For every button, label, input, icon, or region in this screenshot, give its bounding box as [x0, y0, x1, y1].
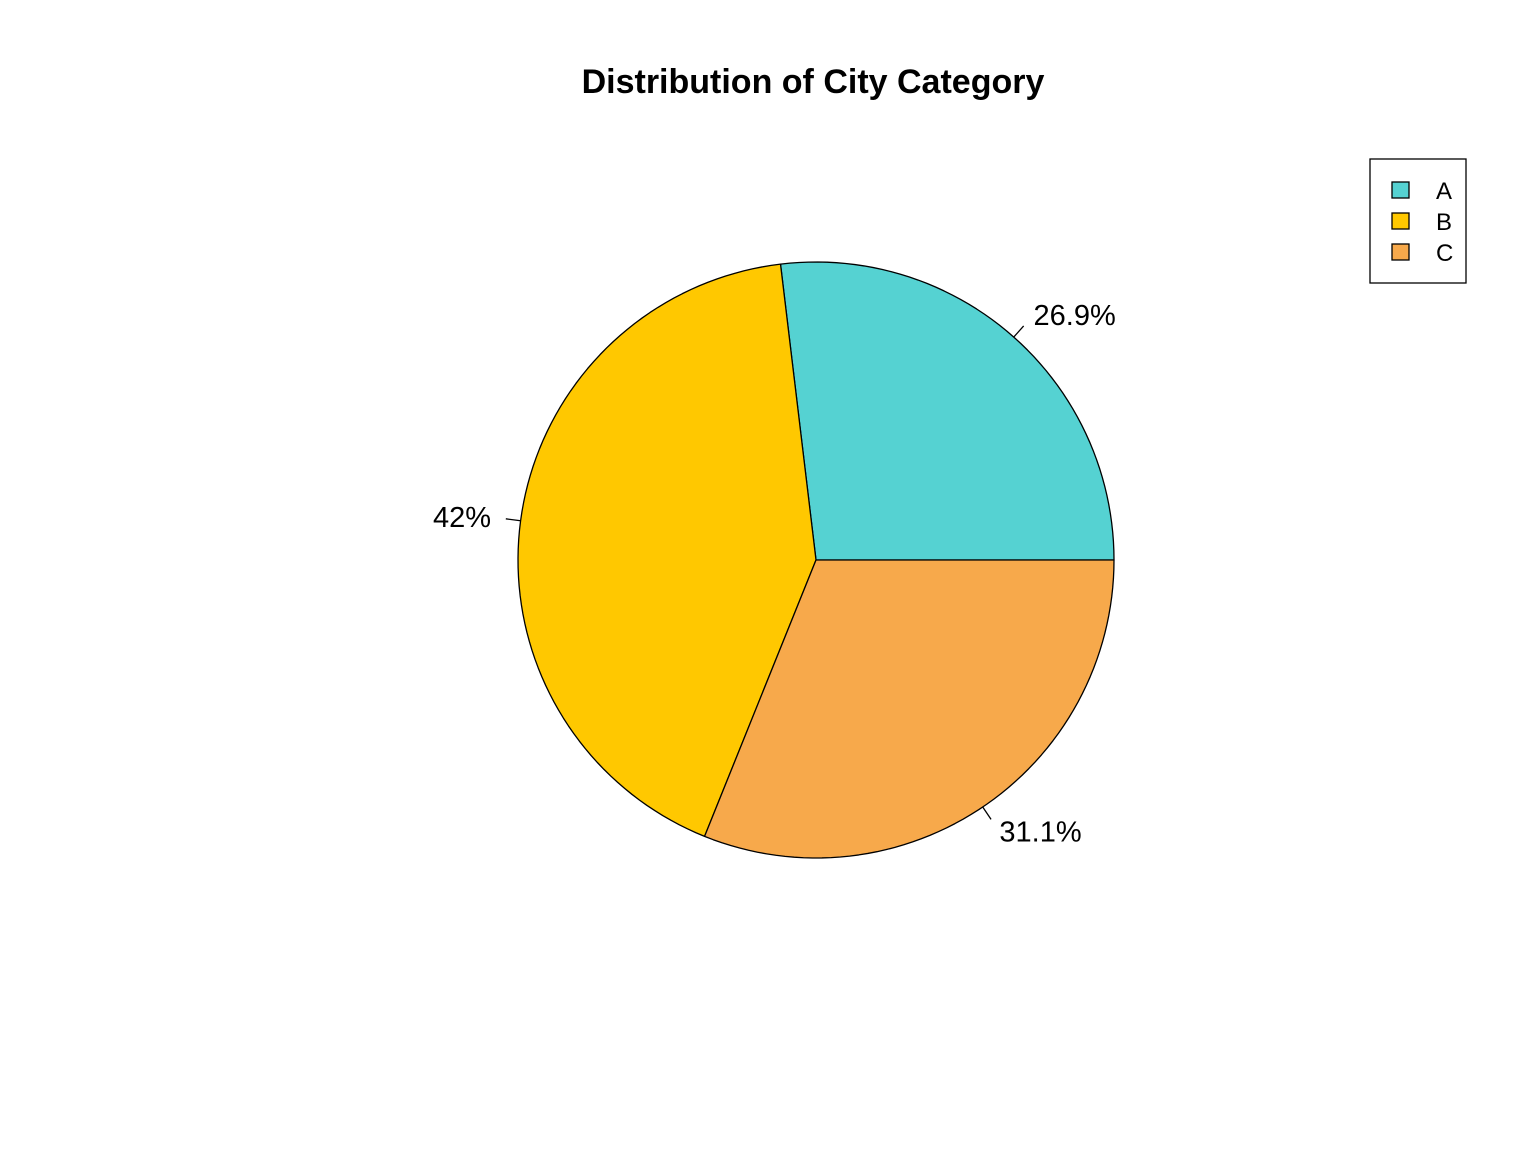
pie-label-c: 31.1% — [999, 817, 1081, 849]
legend-swatch-a — [1391, 181, 1410, 199]
chart-title: Distribution of City Category — [582, 63, 1045, 101]
pie-label-tick-a — [1013, 325, 1025, 338]
legend-box — [1369, 158, 1467, 284]
legend-swatch-b — [1391, 212, 1410, 230]
pie-label-a: 26.9% — [1034, 300, 1116, 332]
legend-label-a: A — [1436, 178, 1452, 205]
pie-labels: 26.9% 42% 31.1% — [433, 300, 1116, 849]
pie-slice-c — [703, 559, 1115, 859]
pie-label-tick-b — [505, 518, 521, 522]
legend-swatch-c — [1391, 243, 1410, 261]
legend: ABC — [1369, 158, 1467, 284]
legend-label-b: B — [1436, 209, 1452, 236]
pie-label-tick-c — [982, 806, 992, 820]
legend-label-c: C — [1436, 240, 1453, 267]
pie-slices — [517, 261, 1115, 859]
pie-label-b: 42% — [433, 502, 491, 534]
